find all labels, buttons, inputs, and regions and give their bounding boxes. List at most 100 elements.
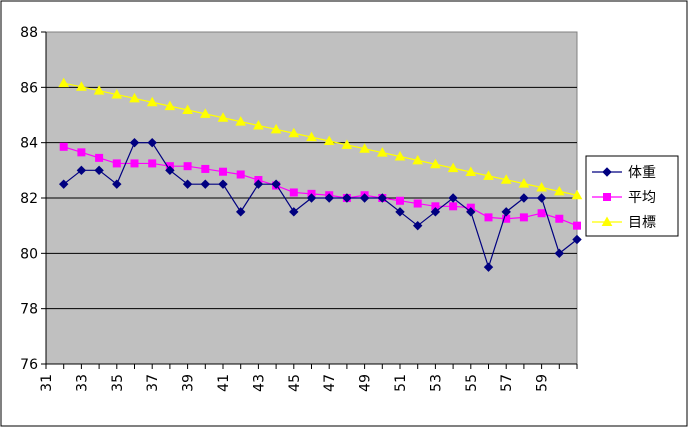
data-point-triangle xyxy=(359,143,370,153)
data-point-triangle xyxy=(111,89,123,99)
data-point-diamond xyxy=(129,137,140,148)
data-point-diamond xyxy=(572,234,582,245)
x-tick-label: 55 xyxy=(464,374,480,392)
data-point-triangle xyxy=(571,189,583,200)
data-point-square xyxy=(413,199,422,208)
data-point-triangle xyxy=(536,181,547,192)
data-point-square xyxy=(573,221,581,230)
data-point-square xyxy=(537,209,546,218)
data-point-square xyxy=(59,142,68,151)
legend-box xyxy=(585,155,679,237)
data-point-triangle xyxy=(164,100,176,111)
data-point-diamond xyxy=(200,179,211,189)
series-diamond xyxy=(58,137,582,272)
series-triangle xyxy=(58,77,583,200)
legend-label: 体重 xyxy=(628,165,656,181)
data-point-diamond xyxy=(602,167,612,177)
data-point-square xyxy=(289,188,298,197)
data-point-triangle xyxy=(601,216,613,226)
data-point-square xyxy=(112,159,121,168)
data-point-diamond xyxy=(76,165,87,176)
data-point-diamond xyxy=(289,207,299,217)
data-point-triangle xyxy=(253,119,264,130)
x-tick-label: 49 xyxy=(358,374,374,392)
x-tick-label: 45 xyxy=(287,374,303,392)
data-point-triangle xyxy=(412,154,424,165)
y-tick-label: 88 xyxy=(20,25,38,41)
legend-item: 平均 xyxy=(592,190,656,206)
data-point-triangle xyxy=(58,77,70,88)
data-point-diamond xyxy=(218,179,228,189)
legend-label: 平均 xyxy=(628,190,656,206)
x-tick-label: 31 xyxy=(39,374,55,392)
legend-label: 目標 xyxy=(628,215,656,231)
data-point-triangle xyxy=(447,162,459,173)
data-point-square xyxy=(219,167,227,176)
data-point-diamond xyxy=(395,207,405,217)
data-point-diamond xyxy=(448,193,458,203)
data-point-diamond xyxy=(536,193,547,203)
data-point-square xyxy=(236,170,245,179)
series xyxy=(58,77,583,272)
data-point-triangle xyxy=(553,185,565,196)
data-point-diamond xyxy=(430,207,441,217)
x-tick-label: 43 xyxy=(251,374,267,392)
y-tick-label: 78 xyxy=(20,302,38,318)
data-point-square xyxy=(95,153,104,162)
data-point-square xyxy=(148,159,157,168)
y-tick-label: 84 xyxy=(20,136,38,152)
y-tick-label: 76 xyxy=(20,357,38,373)
data-point-diamond xyxy=(271,179,281,189)
legend-item: 体重 xyxy=(592,165,656,181)
data-point-square xyxy=(449,202,458,211)
x-tick-label: 47 xyxy=(322,374,338,392)
data-point-triangle xyxy=(146,96,158,107)
y-tick-label: 80 xyxy=(20,246,38,262)
data-point-diamond xyxy=(377,193,388,203)
data-point-diamond xyxy=(94,165,104,176)
x-tick-label: 39 xyxy=(181,374,197,392)
data-point-triangle xyxy=(500,174,512,184)
x-tick-label: 51 xyxy=(393,374,409,392)
data-point-triangle xyxy=(306,131,317,142)
data-point-square xyxy=(519,213,528,222)
data-point-square xyxy=(484,213,493,222)
data-point-triangle xyxy=(465,166,477,176)
legend-item: 目標 xyxy=(592,215,656,231)
data-point-triangle xyxy=(323,135,335,146)
data-point-diamond xyxy=(235,207,246,217)
data-point-triangle xyxy=(376,147,388,157)
data-point-triangle xyxy=(430,158,441,169)
data-point-triangle xyxy=(235,116,247,126)
x-tick-label: 59 xyxy=(535,374,551,392)
data-point-triangle xyxy=(76,81,87,91)
data-point-square xyxy=(183,162,192,171)
data-point-diamond xyxy=(147,137,157,148)
data-point-diamond xyxy=(483,262,494,272)
data-point-diamond xyxy=(165,165,175,176)
data-point-square xyxy=(603,193,611,201)
data-point-triangle xyxy=(394,150,406,161)
data-point-triangle xyxy=(518,178,530,188)
data-point-diamond xyxy=(359,193,370,203)
data-point-diamond xyxy=(58,179,69,189)
axes: 76 78 80 82 84 86 88 31 33 35 37 39 41 43 45 47 49 51 53 55… xyxy=(20,25,578,392)
data-point-diamond xyxy=(519,193,529,203)
data-point-triangle xyxy=(93,85,105,95)
x-tick-label: 41 xyxy=(216,374,232,392)
data-point-triangle xyxy=(288,127,300,138)
data-point-square xyxy=(201,164,210,173)
data-point-square xyxy=(555,214,564,223)
data-point-triangle xyxy=(483,170,494,180)
data-point-diamond xyxy=(466,207,476,217)
data-point-triangle xyxy=(182,104,193,115)
x-tick-label: 37 xyxy=(145,374,161,392)
data-point-diamond xyxy=(501,207,511,217)
y-tick-label: 86 xyxy=(20,80,38,96)
x-tick-label: 57 xyxy=(499,374,515,392)
data-point-diamond xyxy=(412,220,423,231)
x-tick-label: 53 xyxy=(428,374,444,392)
